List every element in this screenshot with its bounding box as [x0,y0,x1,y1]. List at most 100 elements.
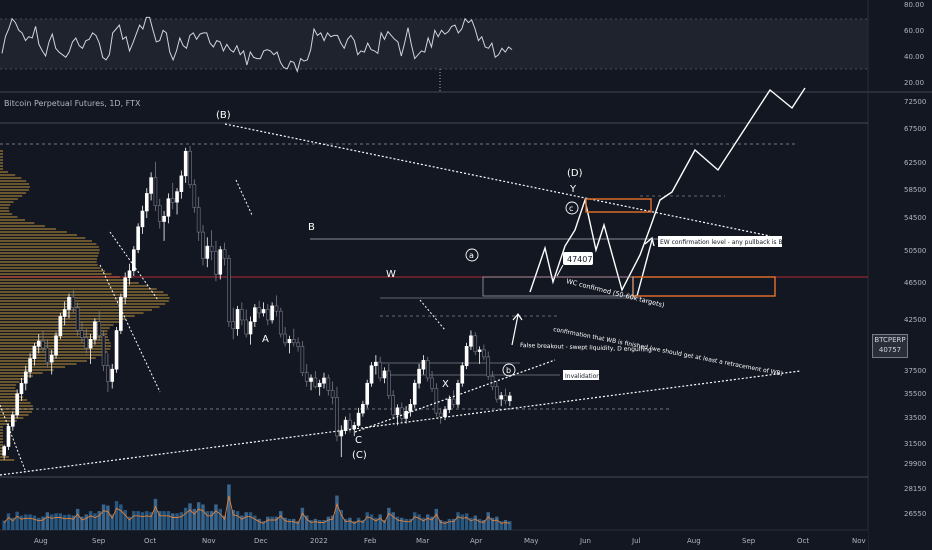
candle-body [417,368,421,384]
volume-bar [240,515,244,530]
volume-bars [2,484,512,530]
volume-profile-bar [0,267,101,269]
candle-body [421,360,426,370]
price-tick-label: 50500 [904,247,926,255]
volume-profile-bar [0,453,3,455]
price-tick-label: 42500 [904,316,926,324]
volume-profile-bar [0,291,164,293]
candle-body [343,419,348,431]
candle-body [132,249,136,272]
volume-bar [469,517,473,530]
candle-body [41,340,45,349]
candle-body [404,411,408,419]
candle-body [395,407,400,416]
candle-body [473,335,478,352]
candle-body [378,361,382,379]
candle-body [101,335,106,366]
symbol-label: BTCPERP [874,336,906,344]
volume-bar [304,515,309,530]
time-tick-label: Aug [687,537,701,545]
volume-profile-bar [0,387,16,389]
wave-c-label: C [355,435,362,446]
candle-body [235,309,240,330]
volume-bar [270,516,274,530]
volume-bar [266,516,270,530]
volume-bar [300,507,305,530]
volume-bar [408,518,413,530]
last-price-label: 40757 [878,346,902,354]
volume-bar [153,498,158,530]
volume-bar [395,516,400,530]
target-box-upper [585,198,652,213]
volume-profile-bar [0,183,30,185]
wave-a-label: A [262,334,269,345]
candle-body [114,330,119,370]
volume-profile-bar [0,153,3,155]
candle-body [257,307,261,314]
volume-bar [425,514,430,530]
candle-body [482,349,486,358]
volume-bar [123,510,127,530]
volume-bar [464,513,469,530]
volume-bar [417,514,421,530]
volume-bar [421,517,426,530]
candle-body [326,377,331,391]
volume-bar [495,516,499,530]
grey-range-box [482,276,634,297]
volume-profile-bar [0,318,127,320]
volume-bar [317,520,322,530]
volume-bar [443,521,447,530]
time-tick-label: Nov [852,537,866,545]
descending-trendline [224,123,771,237]
ew-confirm-text: EW confirmation level - any pullback is … [660,239,795,246]
candle-body [253,307,257,323]
volume-bar [451,518,456,530]
candle-body [23,371,28,384]
candle-body [149,177,153,194]
volume-bar [97,511,101,530]
candle-body [2,446,6,456]
volume-bar [499,521,503,530]
volume-bar [196,502,201,530]
candle-body [110,368,115,382]
volume-profile-bar [0,150,3,152]
candle-body [434,388,439,414]
volume-bar [356,517,361,530]
volume-profile-bar [0,399,28,401]
wave-b-small-label: b [506,366,511,375]
time-axis: Aug Sep Oct Nov Dec 2022 Feb Mar Apr May Jun Jul Aug… [34,537,866,545]
candle-body [80,330,84,338]
volume-bar [343,518,348,530]
volume-bar [201,504,205,530]
volume-bar [361,520,365,530]
candle-body [10,414,15,427]
wave-b-circle [502,363,516,377]
volume-bar [80,516,84,530]
candle-body [153,177,158,207]
volume-bar [309,520,313,530]
candle-body [123,277,127,298]
candle-body [188,150,192,185]
volume-profile-bar [0,429,3,431]
candle-body [97,321,102,337]
volume-profile-bar [0,168,3,170]
volume-profile-bar [0,249,100,251]
candle-body [136,226,140,250]
volume-profile-bar [0,261,97,263]
volume-bar [460,514,465,530]
volume-bar [71,515,76,530]
volume-profile-bar [0,444,3,446]
candle-body [430,377,434,389]
candle-body [196,207,201,233]
volume-profile-bar [0,375,33,377]
candle-body [127,270,132,279]
candle-body [45,347,50,363]
time-tick-label: Apr [470,537,482,545]
price-callout-pointer [556,264,564,277]
volume-bar [2,520,6,530]
volume-bar [110,514,114,530]
wave-c-circle [565,201,579,215]
volume-bar [296,521,300,530]
volume-profile-bar [0,156,3,158]
